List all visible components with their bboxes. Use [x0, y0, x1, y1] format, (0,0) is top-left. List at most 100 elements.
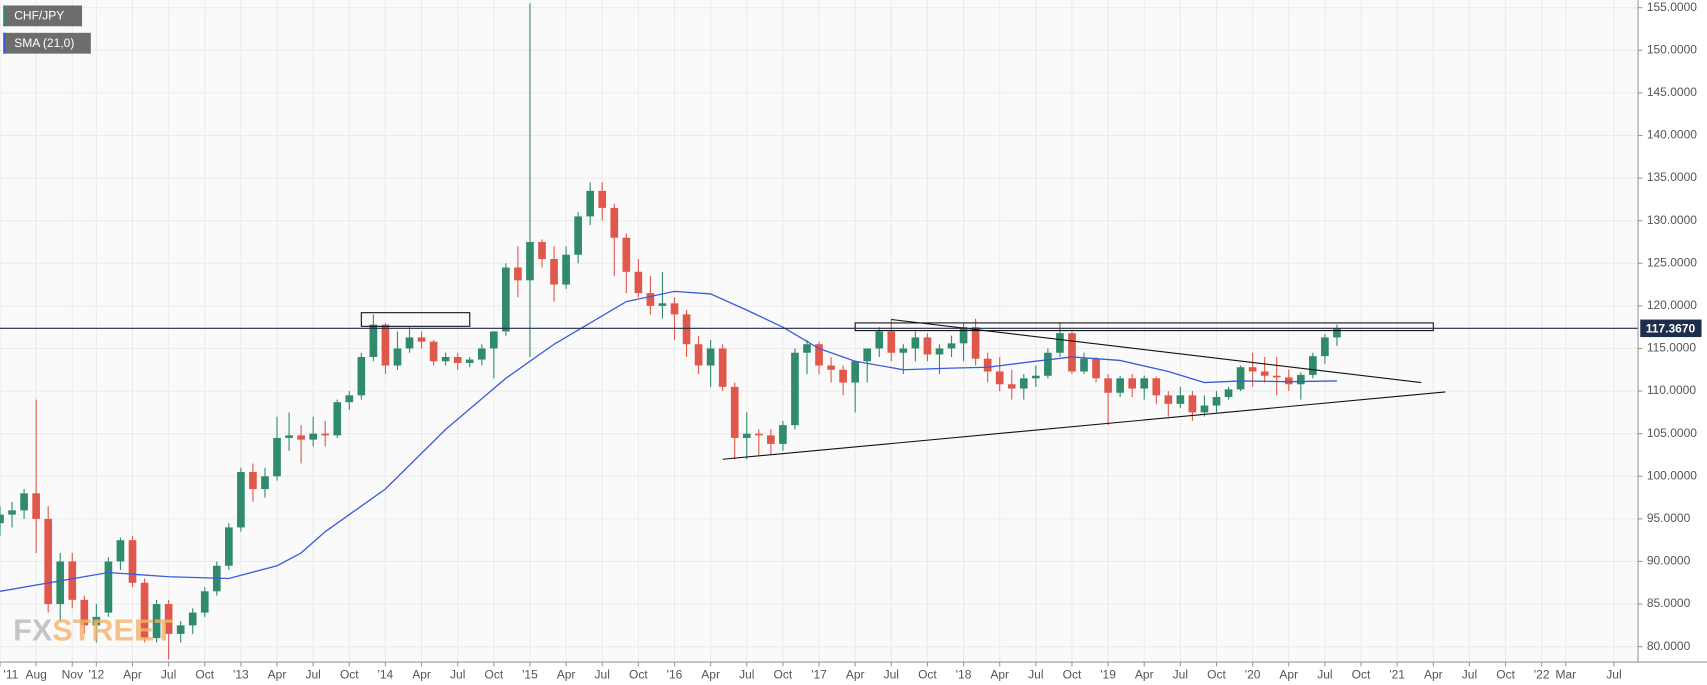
x-tick-label: Oct — [1207, 667, 1226, 681]
candle-body — [514, 267, 522, 281]
candle-body — [718, 348, 727, 387]
candle-body — [1176, 395, 1185, 404]
candle-body — [1140, 378, 1149, 389]
candle-body — [92, 616, 101, 626]
x-tick-label: '22 — [1534, 667, 1550, 681]
x-tick-label: Apr — [1135, 667, 1154, 681]
x-tick-label: Oct — [918, 667, 937, 681]
x-tick-label: Oct — [340, 667, 359, 681]
legend-box — [3, 5, 83, 27]
candle-body — [56, 561, 65, 605]
candle-body — [1248, 367, 1257, 372]
candle-body — [502, 267, 510, 332]
candle-body — [767, 435, 775, 444]
candle-body — [297, 435, 305, 440]
x-tick-label: '18 — [956, 667, 972, 681]
candle-body — [1164, 395, 1173, 404]
candle-body — [152, 604, 161, 639]
candle-body — [947, 343, 956, 349]
x-tick-label: Jul — [595, 667, 610, 681]
x-tick-label: '16 — [667, 667, 683, 681]
candle-body — [20, 493, 28, 511]
candle-body — [971, 327, 980, 359]
candle-body — [622, 237, 631, 272]
candle-body — [754, 433, 763, 436]
candle-body — [1128, 378, 1137, 389]
y-tick-label: 150.0000 — [1647, 42, 1697, 56]
candle-body — [285, 435, 293, 438]
x-tick-label: Jul — [1462, 667, 1477, 681]
candle-body — [417, 337, 426, 342]
x-tick-label: '15 — [522, 667, 538, 681]
candle-body — [381, 324, 390, 366]
candle-body — [1236, 367, 1245, 390]
y-tick-label: 100.0000 — [1647, 468, 1697, 482]
x-tick-label: Apr — [990, 667, 1009, 681]
candle-body — [477, 348, 486, 360]
candle-body — [489, 331, 498, 349]
y-tick-label: 85.0000 — [1647, 596, 1691, 610]
candle-body — [249, 472, 257, 490]
candle-body — [803, 344, 811, 353]
y-tick-label: 125.0000 — [1647, 255, 1697, 269]
y-tick-label: 140.0000 — [1647, 128, 1697, 142]
candle-body — [80, 599, 89, 626]
candle-body — [453, 356, 462, 363]
x-tick-label: '17 — [811, 667, 827, 681]
candle-body — [646, 293, 655, 306]
candle-body — [1080, 358, 1088, 372]
x-tick-label: Apr — [846, 667, 865, 681]
candle-body — [995, 371, 1004, 385]
y-tick-label: 145.0000 — [1647, 85, 1697, 99]
y-tick-label: 110.0000 — [1647, 383, 1697, 397]
candle-body — [429, 341, 438, 362]
candle-body — [875, 331, 884, 349]
candle-body — [44, 518, 53, 605]
candle-body — [465, 359, 474, 363]
candle-body — [1019, 378, 1028, 389]
candle-body — [261, 476, 269, 490]
candle-body — [851, 361, 859, 383]
candle-body — [0, 514, 4, 524]
legend-label: SMA (21,0) — [14, 36, 74, 50]
legend-label: CHF/JPY — [14, 9, 64, 23]
candle-body — [839, 369, 847, 383]
x-tick-label: Apr — [1279, 667, 1298, 681]
candle-body — [164, 604, 173, 634]
candle-body — [959, 327, 968, 344]
candle-body — [923, 337, 932, 355]
candle-body — [899, 348, 908, 353]
x-tick-label: Aug — [25, 667, 46, 681]
candle-body — [815, 344, 823, 366]
x-tick-label: Apr — [557, 667, 576, 681]
x-tick-label: '20 — [1245, 667, 1261, 681]
candle-body — [68, 561, 77, 600]
watermark: FXSTREET — [13, 614, 173, 648]
legend-box — [3, 32, 91, 54]
candle-body — [188, 612, 197, 626]
legend-swatch — [3, 5, 6, 27]
x-tick-label: Jul — [884, 667, 899, 681]
candle-body — [1309, 356, 1317, 375]
x-tick-label: Apr — [412, 667, 431, 681]
candle-body — [441, 356, 450, 362]
last-price-label: 117.3670 — [1646, 322, 1696, 336]
candle-body — [1284, 377, 1293, 385]
candle-body — [140, 582, 149, 639]
y-tick-label: 135.0000 — [1647, 170, 1697, 184]
candle-body — [538, 241, 546, 260]
candle-body — [935, 348, 944, 355]
x-tick-label: '19 — [1100, 667, 1116, 681]
candle-body — [104, 561, 113, 613]
y-tick-label: 115.0000 — [1647, 341, 1697, 355]
x-tick-label: Apr — [701, 667, 720, 681]
candle-body — [742, 433, 751, 438]
x-tick-label: Nov — [62, 667, 83, 681]
candle-body — [911, 337, 920, 349]
candle-body — [574, 216, 582, 255]
x-tick-label: Oct — [629, 667, 648, 681]
candle-body — [1333, 328, 1341, 338]
candle-body — [827, 365, 835, 370]
candle-body — [1272, 375, 1281, 378]
